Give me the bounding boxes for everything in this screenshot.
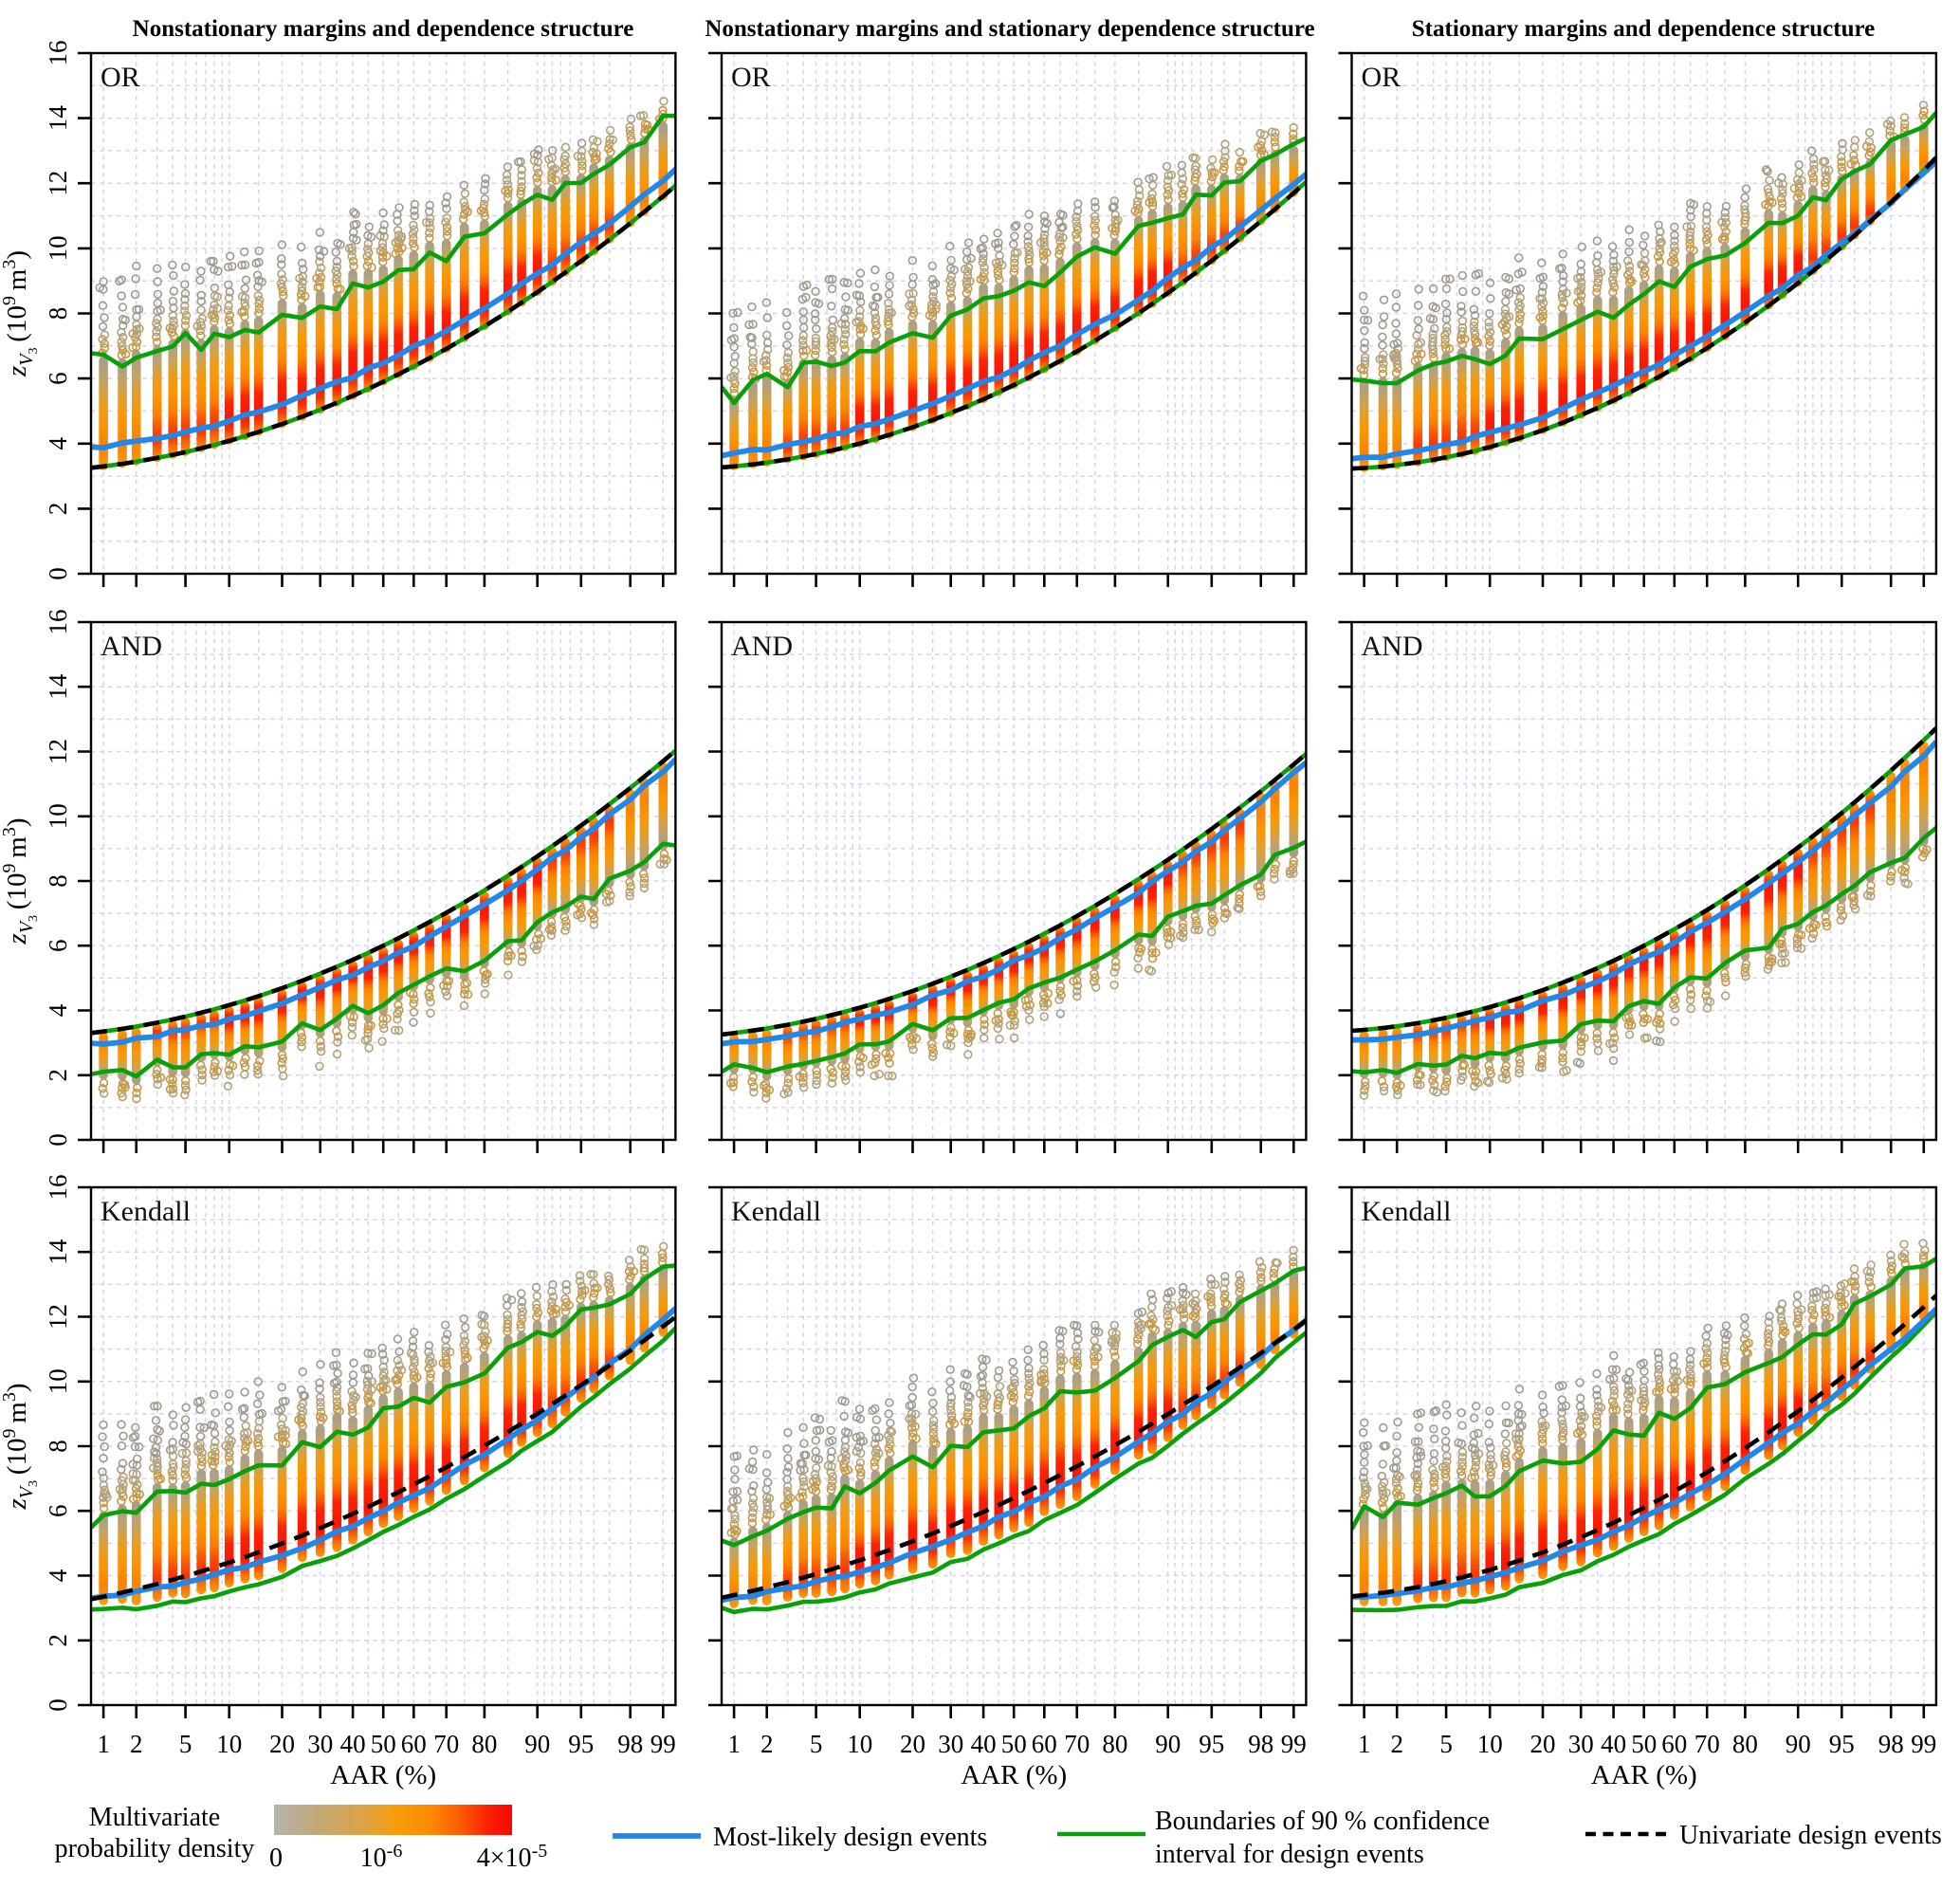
svg-text:2: 2 xyxy=(1390,1730,1403,1758)
svg-text:90: 90 xyxy=(1155,1730,1181,1758)
svg-text:70: 70 xyxy=(433,1730,459,1758)
svg-text:2: 2 xyxy=(44,1634,72,1647)
svg-text:80: 80 xyxy=(1732,1730,1758,1758)
svg-text:2: 2 xyxy=(130,1730,143,1758)
svg-text:Kendall: Kendall xyxy=(101,1196,191,1227)
svg-text:OR: OR xyxy=(731,62,771,93)
svg-text:Nonstationary margins and depe: Nonstationary margins and dependence str… xyxy=(133,16,634,42)
svg-text:14: 14 xyxy=(44,673,72,700)
svg-text:90: 90 xyxy=(524,1730,550,1758)
svg-text:30: 30 xyxy=(307,1730,333,1758)
svg-text:6: 6 xyxy=(44,939,72,952)
svg-text:10: 10 xyxy=(44,803,72,829)
svg-text:40: 40 xyxy=(1601,1730,1626,1758)
svg-text:Kendall: Kendall xyxy=(1362,1196,1452,1227)
svg-text:98: 98 xyxy=(617,1730,643,1758)
svg-text:2: 2 xyxy=(760,1730,774,1758)
svg-text:Stationary margins and depende: Stationary margins and dependence struct… xyxy=(1412,16,1875,42)
svg-text:2: 2 xyxy=(44,1069,72,1082)
svg-text:12: 12 xyxy=(44,171,72,196)
svg-text:probability density: probability density xyxy=(55,1834,255,1863)
svg-text:16: 16 xyxy=(44,1175,72,1201)
svg-text:4: 4 xyxy=(44,1569,72,1582)
svg-text:1: 1 xyxy=(1358,1730,1371,1758)
svg-text:Nonstationary margins and stat: Nonstationary margins and stationary dep… xyxy=(705,16,1314,42)
svg-text:AAR (%): AAR (%) xyxy=(330,1760,436,1790)
svg-text:zV3 (109 m3): zV3 (109 m3) xyxy=(0,1383,41,1510)
svg-text:5: 5 xyxy=(1439,1730,1453,1758)
svg-text:10: 10 xyxy=(44,235,72,261)
svg-text:16: 16 xyxy=(44,41,72,66)
svg-text:5: 5 xyxy=(810,1730,823,1758)
svg-text:1: 1 xyxy=(97,1730,110,1758)
svg-text:20: 20 xyxy=(900,1730,925,1758)
svg-text:60: 60 xyxy=(401,1730,427,1758)
svg-text:40: 40 xyxy=(971,1730,997,1758)
svg-text:98: 98 xyxy=(1878,1730,1904,1758)
svg-text:6: 6 xyxy=(44,1504,72,1517)
svg-text:70: 70 xyxy=(1694,1730,1720,1758)
svg-text:10: 10 xyxy=(44,1368,72,1394)
svg-text:14: 14 xyxy=(44,105,72,132)
svg-text:60: 60 xyxy=(1661,1730,1687,1758)
svg-text:AAR (%): AAR (%) xyxy=(961,1760,1067,1790)
svg-text:AND: AND xyxy=(101,631,162,662)
svg-text:0: 0 xyxy=(44,1698,72,1712)
svg-text:95: 95 xyxy=(568,1730,594,1758)
svg-text:4: 4 xyxy=(44,437,72,450)
svg-text:10: 10 xyxy=(216,1730,242,1758)
svg-text:14: 14 xyxy=(44,1239,72,1265)
svg-text:98: 98 xyxy=(1248,1730,1273,1758)
svg-text:99: 99 xyxy=(1281,1730,1307,1758)
svg-text:Multivariate: Multivariate xyxy=(89,1803,220,1832)
svg-text:8: 8 xyxy=(44,874,72,888)
svg-text:70: 70 xyxy=(1064,1730,1090,1758)
svg-text:zV3 (109 m3): zV3 (109 m3) xyxy=(0,817,41,945)
svg-text:OR: OR xyxy=(101,62,140,93)
svg-text:interval for design events: interval for design events xyxy=(1155,1840,1424,1869)
svg-text:0: 0 xyxy=(44,1133,72,1147)
svg-text:20: 20 xyxy=(269,1730,295,1758)
svg-text:Most-likely design events: Most-likely design events xyxy=(713,1823,987,1852)
svg-text:30: 30 xyxy=(1568,1730,1594,1758)
svg-text:99: 99 xyxy=(1911,1730,1936,1758)
svg-text:50: 50 xyxy=(1001,1730,1027,1758)
svg-text:OR: OR xyxy=(1362,62,1401,93)
svg-text:AAR (%): AAR (%) xyxy=(1591,1760,1697,1790)
svg-text:AND: AND xyxy=(1362,631,1423,662)
svg-text:8: 8 xyxy=(44,1440,72,1453)
svg-text:5: 5 xyxy=(179,1730,192,1758)
svg-text:95: 95 xyxy=(1829,1730,1855,1758)
svg-text:AND: AND xyxy=(731,631,793,662)
svg-text:99: 99 xyxy=(650,1730,676,1758)
svg-text:0: 0 xyxy=(44,567,72,580)
svg-text:8: 8 xyxy=(44,307,72,321)
svg-text:40: 40 xyxy=(340,1730,366,1758)
svg-text:10: 10 xyxy=(1477,1730,1503,1758)
svg-text:90: 90 xyxy=(1786,1730,1811,1758)
svg-text:30: 30 xyxy=(938,1730,963,1758)
svg-text:80: 80 xyxy=(471,1730,497,1758)
svg-text:50: 50 xyxy=(371,1730,396,1758)
svg-text:1: 1 xyxy=(727,1730,741,1758)
svg-text:12: 12 xyxy=(44,1304,72,1330)
svg-text:50: 50 xyxy=(1631,1730,1657,1758)
svg-text:zV3 (109 m3): zV3 (109 m3) xyxy=(0,250,41,377)
svg-text:0: 0 xyxy=(269,1844,283,1873)
svg-text:Boundaries of 90 % confidence: Boundaries of 90 % confidence xyxy=(1155,1807,1490,1836)
svg-text:95: 95 xyxy=(1199,1730,1224,1758)
svg-text:6: 6 xyxy=(44,372,72,385)
svg-text:Univariate design events: Univariate design events xyxy=(1679,1821,1942,1850)
svg-text:2: 2 xyxy=(44,503,72,516)
svg-text:80: 80 xyxy=(1102,1730,1127,1758)
svg-text:60: 60 xyxy=(1032,1730,1057,1758)
svg-text:Kendall: Kendall xyxy=(731,1196,821,1227)
svg-text:12: 12 xyxy=(44,739,72,764)
svg-text:4: 4 xyxy=(44,1003,72,1017)
svg-text:20: 20 xyxy=(1530,1730,1556,1758)
svg-text:16: 16 xyxy=(44,610,72,635)
svg-text:10: 10 xyxy=(847,1730,872,1758)
